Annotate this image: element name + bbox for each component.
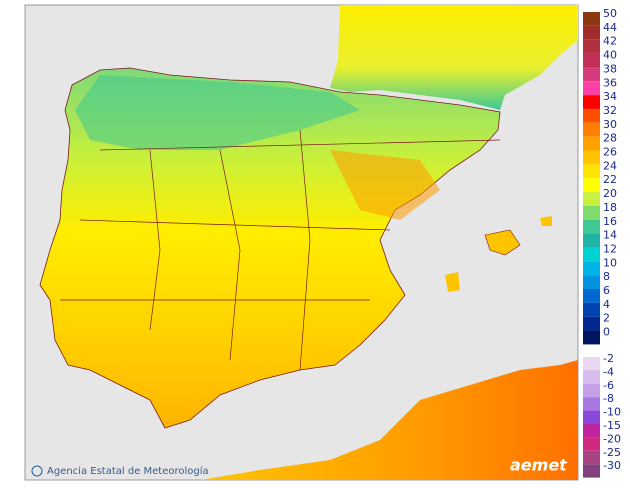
legend-swatch xyxy=(583,25,600,40)
legend: 5044424038363432302826242220181614121086… xyxy=(583,7,621,478)
legend-label: 18 xyxy=(603,201,617,214)
legend-swatch xyxy=(583,275,600,289)
legend-swatch xyxy=(583,192,600,206)
legend-swatch xyxy=(583,178,600,193)
province-borders xyxy=(60,129,501,371)
legend-swatch xyxy=(583,410,600,424)
legend-swatch xyxy=(583,302,600,317)
legend-label: 30 xyxy=(603,118,617,131)
legend-label: 28 xyxy=(603,132,617,145)
ebro-warm-zone xyxy=(330,150,440,220)
legend-label: -6 xyxy=(603,379,614,392)
copyright-icon xyxy=(31,465,43,477)
legend-label: -10 xyxy=(603,406,621,419)
legend-label: -20 xyxy=(603,432,621,445)
ibiza xyxy=(445,272,460,292)
legend-swatch xyxy=(583,289,600,303)
legend-swatch xyxy=(583,450,600,465)
legend-label: 44 xyxy=(603,21,617,34)
legend-swatch xyxy=(583,261,600,276)
mallorca xyxy=(484,229,521,256)
legend-label: 20 xyxy=(603,187,617,200)
north-cool-zone xyxy=(75,75,360,150)
map-area xyxy=(24,4,579,481)
legend-label: 40 xyxy=(603,49,617,62)
legend-label: 50 xyxy=(603,7,617,20)
legend-label: 22 xyxy=(603,173,617,186)
legend-swatch xyxy=(583,164,600,179)
legend-swatch xyxy=(583,150,600,165)
legend-swatch xyxy=(583,95,600,109)
legend-swatch xyxy=(583,383,600,398)
legend-label: 14 xyxy=(603,229,617,242)
legend-label: -15 xyxy=(603,419,621,432)
legend-swatch xyxy=(583,437,600,451)
legend-label: 16 xyxy=(603,215,617,228)
legend-label: 4 xyxy=(603,298,610,311)
legend-swatch xyxy=(583,53,600,68)
legend-label: 38 xyxy=(603,62,617,75)
legend-label: 32 xyxy=(603,104,617,117)
legend-swatch xyxy=(583,108,600,123)
legend-swatch xyxy=(583,67,600,82)
legend-label: 2 xyxy=(603,312,610,325)
legend-label: 34 xyxy=(603,90,617,103)
legend-swatch xyxy=(583,205,600,220)
legend-label: -4 xyxy=(603,365,614,378)
legend-swatch xyxy=(583,233,600,248)
credit-text: Agencia Estatal de Meteorología xyxy=(47,465,209,477)
legend-swatch xyxy=(583,247,600,262)
legend-swatch xyxy=(583,330,600,345)
legend-swatch xyxy=(583,357,600,371)
legend-label: 26 xyxy=(603,146,617,159)
legend-label: -30 xyxy=(603,459,621,472)
legend-swatch xyxy=(583,370,600,384)
legend-label: 0 xyxy=(603,326,610,339)
legend-swatch xyxy=(583,81,600,96)
logo: aemet xyxy=(510,456,568,475)
legend-label: 42 xyxy=(603,35,617,48)
legend-swatch xyxy=(583,397,600,411)
legend-swatch xyxy=(583,39,600,54)
legend-label: 36 xyxy=(603,76,617,89)
legend-label: -2 xyxy=(603,352,614,365)
legend-swatch xyxy=(583,424,600,438)
legend-label: -25 xyxy=(603,446,621,459)
legend-label: 24 xyxy=(603,159,617,172)
legend-swatch xyxy=(583,219,600,234)
africa xyxy=(200,360,578,480)
legend-label: 10 xyxy=(603,256,617,269)
legend-label: 8 xyxy=(603,270,610,283)
credit: Agencia Estatal de Meteorología xyxy=(31,465,209,477)
legend-swatch xyxy=(583,464,600,478)
legend-swatch xyxy=(583,12,600,26)
legend-label: 6 xyxy=(603,284,610,297)
legend-swatch xyxy=(583,136,600,151)
legend-label: 12 xyxy=(603,242,617,255)
legend-label: -8 xyxy=(603,392,614,405)
legend-swatch xyxy=(583,122,600,137)
france xyxy=(330,5,578,110)
legend-swatch xyxy=(583,316,600,331)
menorca xyxy=(540,216,552,226)
